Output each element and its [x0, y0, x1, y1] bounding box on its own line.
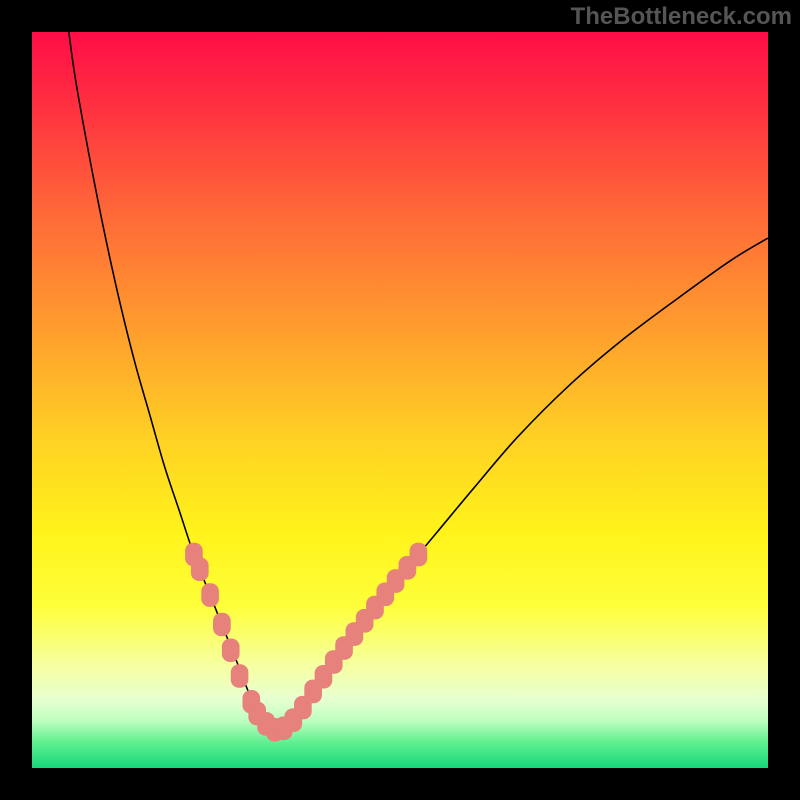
curve-marker	[231, 664, 249, 688]
curve-marker	[201, 583, 219, 607]
curve-marker	[222, 638, 240, 662]
chart-frame: TheBottleneck.com	[0, 0, 800, 800]
bottleneck-chart	[32, 32, 768, 768]
watermark-text: TheBottleneck.com	[571, 3, 792, 31]
curve-marker	[191, 558, 209, 582]
curve-marker	[410, 543, 428, 567]
plot-area	[32, 32, 768, 768]
curve-marker	[213, 613, 231, 637]
gradient-background	[32, 32, 768, 768]
